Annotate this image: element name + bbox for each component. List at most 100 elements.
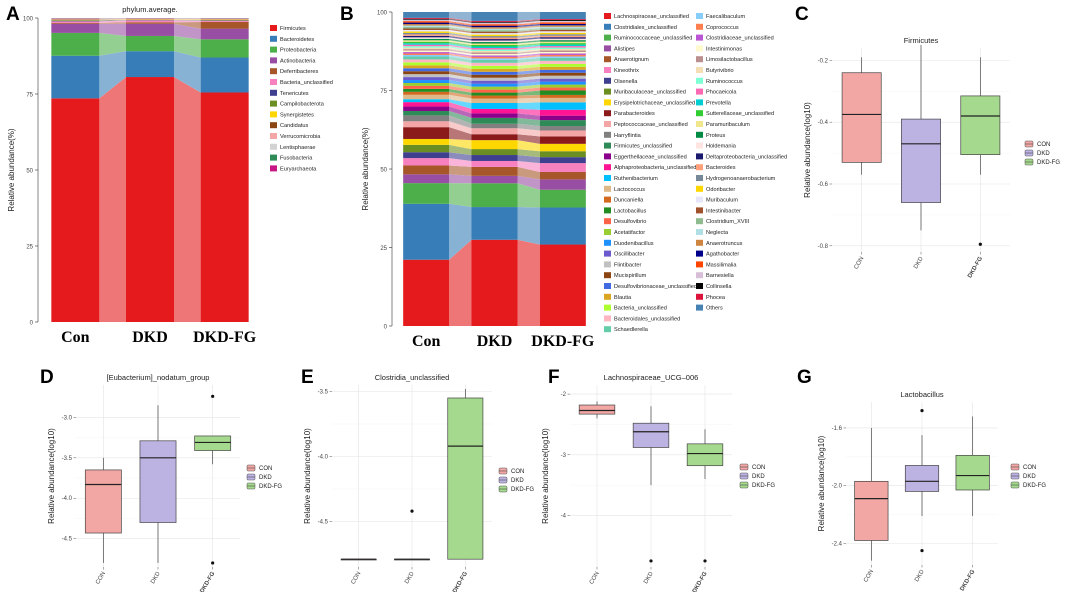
legend-swatch (696, 175, 703, 181)
legend-label: Hydrogenoanaerobacterium (706, 176, 776, 182)
x-tick-label: DKD-FG (200, 571, 217, 592)
bar-segment-Muribaculum (471, 33, 518, 35)
bar-segment-Bacteroidales_unclassified (471, 62, 518, 66)
bar-segment-Acetatifactor (539, 84, 586, 88)
bar-segment-Muribaculum (539, 31, 586, 33)
legend-swatch (604, 185, 611, 192)
legend-label: Flintibacter (614, 262, 641, 268)
legend-label: DKD-FG (752, 483, 775, 489)
flow-Parabacteroides (517, 134, 540, 144)
bar-segment-Desulfovibrio (539, 87, 586, 91)
legend-swatch (270, 133, 277, 139)
flow-Duodenibacillus (517, 81, 540, 87)
bar-segment-Bacteria_unclassified (471, 65, 518, 69)
legend-label: Oscillibacter (614, 252, 645, 258)
flow-Muribaculum (449, 29, 472, 35)
x-tick-label: DKD (914, 568, 926, 583)
flow-Bacteria_unclassified (174, 20, 201, 23)
legend-swatch (604, 110, 611, 117)
panel-letter-e: E (301, 367, 314, 388)
legend-label: Clostridiales_unclassified (614, 25, 677, 31)
y-tick-label: -4.5 (318, 520, 329, 526)
bar-segment-Bacteroidales_unclassified (539, 60, 586, 64)
flow-Limosilactobacillus (517, 50, 540, 54)
legend-swatch (604, 131, 611, 138)
bar-segment-Odoribacter (403, 31, 450, 33)
y-tick-label: -2 (561, 392, 567, 398)
legend-swatch (270, 122, 277, 129)
legend-label: DKD-FG (259, 484, 282, 490)
x-tick-label: DKD-FG (967, 256, 984, 279)
flow-Odoribacter (517, 32, 540, 37)
bar-segment-Muribaculaceae_unclassified (471, 149, 518, 156)
bar-segment-Phocea (471, 20, 518, 22)
flow-Parabacteroides (449, 127, 472, 141)
bar-segment-Desulfovibrio (471, 89, 518, 93)
box-DKD (901, 118, 941, 203)
bar-segment-Sutterellaceae_unclassified (539, 43, 586, 45)
legend-label: Euryarchaeota (280, 166, 317, 172)
legend-swatch (604, 207, 611, 214)
legend-label: Intestinibacter (706, 208, 741, 214)
flow-Alistipes (449, 174, 472, 184)
flow-Alphaproteobacteria_unclassified (517, 108, 540, 116)
y-tick-label: -1.6 (832, 426, 843, 432)
bar-segment-Blautia (539, 66, 586, 70)
legend-label: Bacteria_unclassified (614, 306, 667, 312)
legend-swatch (696, 164, 703, 171)
y-axis-title: Relative abundance(log10) (303, 428, 312, 524)
flow-Ruminococcaceae_unclassified (517, 183, 540, 208)
legend-swatch (270, 100, 277, 107)
bar-segment-Intestinimonas (539, 51, 586, 54)
bar-segment-Ruthenibacterium (403, 99, 450, 103)
flow-Ruminococcus (517, 47, 540, 51)
legend-label: Phocea (706, 295, 726, 301)
flow-Sutterellaceae_unclassified (449, 41, 472, 47)
bar-segment-Kineothrix (471, 160, 518, 167)
bar-segment-Odoribacter (539, 32, 586, 35)
bar-segment-Flintibacter (539, 75, 586, 79)
flow-Lactococcus (449, 94, 472, 103)
flow-Clostridium_XVIII (449, 27, 472, 32)
bar-segment-Hydrogenoanaerobacterium (471, 36, 518, 38)
flow-Anaerotruncus (517, 25, 540, 29)
flow-Firmicutes_unclassified (517, 117, 540, 127)
legend-label: Schaedlerella (614, 327, 649, 333)
category-label: DKD (132, 329, 168, 346)
flow-Others (517, 12, 540, 21)
legend-label: Anaerotignum (614, 57, 649, 63)
bar-segment-Butyrivibrio (403, 47, 450, 50)
flow-Verrucomicrobia (99, 18, 126, 20)
outlier-point (211, 394, 215, 398)
legend-label: Agathobacter (706, 252, 739, 258)
bar-segment-Bacteria_unclassified (200, 20, 249, 22)
flow-Intestinibacter (517, 29, 540, 34)
bar-segment-Clostridiaceae_unclassified (403, 52, 450, 54)
flow-Lachnospiraceae_unclassified (449, 239, 472, 326)
bar-segment-Paramuribaculum (403, 40, 450, 42)
flow-Actinobacteria (99, 23, 126, 36)
flow-Lactobacillus (449, 88, 472, 96)
legend-swatch (270, 57, 277, 64)
chart-title: Lachnospiraceae_UCG–006 (604, 373, 699, 382)
legend-swatch (604, 99, 611, 106)
flow-Massilimalia (517, 22, 540, 26)
flow-Proteobacteria (174, 35, 201, 58)
bar-segment-Coprococcus (403, 53, 450, 56)
x-tick-label: CON (95, 571, 107, 586)
bar-segment-Lactococcus (471, 98, 518, 103)
y-axis-title: Relative abundance(%) (361, 127, 370, 210)
legend-label: Lactococcus (614, 187, 645, 193)
flow-Deferribacteres (174, 21, 201, 29)
bar-segment-Limosilactobacillus (539, 50, 586, 52)
bar-segment-Lactobacillus (403, 88, 450, 92)
flow-Firmicutes (99, 77, 126, 322)
legend-label: Odoribacter (706, 187, 735, 193)
legend-label: Faecalibaculum (706, 14, 746, 20)
bar-segment-Prevotella (403, 43, 450, 45)
flow-Clostridiaceae_unclassified (517, 53, 540, 57)
bar-segment-Bacteroidetes (51, 55, 100, 99)
flow-Alphaproteobacteria_unclassified (449, 102, 472, 114)
panel-f-chart: -4 -3 -2 CON DKD DKD-FG Lachnospiraceae_UCG–00… (541, 373, 775, 592)
flow-Phocaeicola (449, 44, 472, 50)
